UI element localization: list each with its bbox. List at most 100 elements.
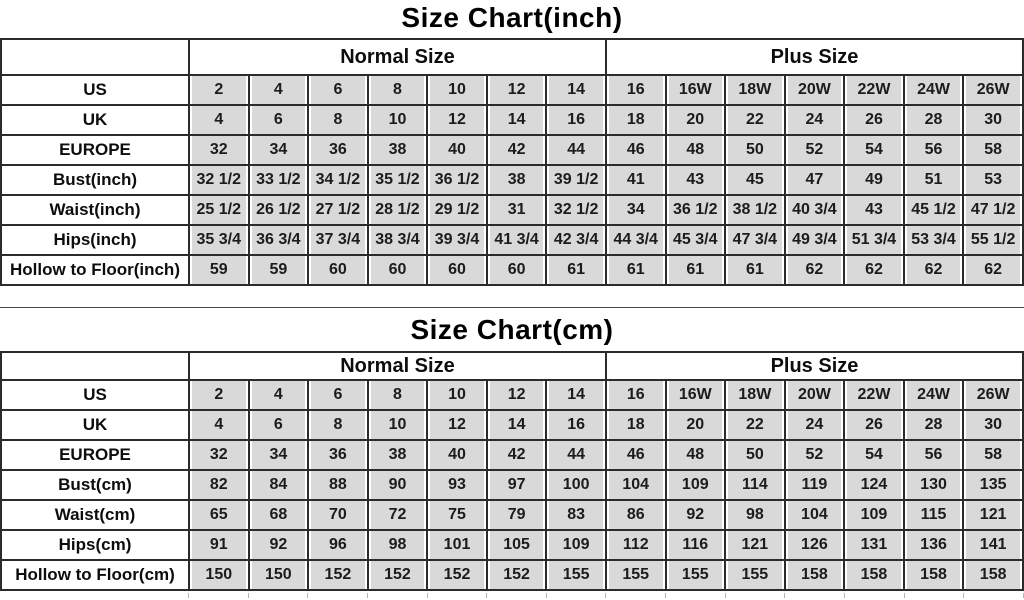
size-cell: 59 [188,254,250,286]
group-header-row: Normal Size Plus Size [0,38,1024,76]
size-cell: 2 [188,379,250,411]
size-cell: 20 [664,104,727,136]
size-cell: 65 [188,499,250,531]
size-cell: 32 [188,134,250,166]
size-cell: 54 [843,134,905,166]
size-cell: 12 [426,409,488,441]
chart-title-inch: Size Chart(inch) [401,2,623,33]
size-cell: 14 [485,409,548,441]
size-cell: 26W [962,379,1024,411]
size-cell: 155 [724,559,786,591]
size-cell: 27 1/2 [307,194,369,226]
size-cell: 86 [604,499,667,531]
size-cell: 16 [604,379,667,411]
size-cell: 121 [962,499,1024,531]
row-label: US [0,74,190,106]
size-chart-inch-section: Size Chart(inch) Normal Size Plus Size US 2… [0,0,1024,286]
size-cell: 48 [664,134,727,166]
size-cell: 46 [604,439,667,471]
row-label: US [0,379,190,411]
table-row: Hollow to Floor(cm) 150 150 152 152 152 152 155… [0,559,1024,591]
size-cell: 31 [485,194,548,226]
size-cell: 4 [188,409,250,441]
size-cell: 10 [426,379,488,411]
row-label: Waist(inch) [0,194,190,226]
size-cell: 4 [247,74,310,106]
column-line-stub [666,593,726,598]
size-cell: 20W [783,379,846,411]
table-row: US 2 4 6 8 10 12 14 16 16W 18W 20W 22W 24W 26W [0,379,1024,411]
size-cell: 60 [307,254,369,286]
size-cell: 98 [724,499,786,531]
row-label: Bust(cm) [0,469,190,501]
size-cell: 6 [307,74,369,106]
size-cell: 50 [724,134,786,166]
size-cell: 51 [902,164,965,196]
size-cell: 32 [188,439,250,471]
size-cell: 79 [485,499,548,531]
column-line-stub [308,593,368,598]
size-cell: 6 [247,409,310,441]
size-cell: 41 [604,164,667,196]
column-group-plus-size: Plus Size [604,38,1024,76]
size-cell: 38 [366,439,429,471]
size-cell: 152 [307,559,369,591]
size-cell: 20 [664,409,727,441]
size-cell: 112 [604,529,667,561]
size-cell: 26 [843,104,905,136]
size-cell: 12 [426,104,488,136]
size-cell: 158 [902,559,965,591]
row-label: Hollow to Floor(inch) [0,254,190,286]
size-cell: 30 [962,409,1024,441]
size-cell: 28 [902,409,965,441]
size-cell: 10 [366,104,429,136]
size-cell: 16 [545,409,607,441]
size-cell: 62 [843,254,905,286]
table-row: UK 4 6 8 10 12 14 16 18 20 22 24 26 28 30 [0,104,1024,136]
table-row: EUROPE 32 34 36 38 40 42 44 46 48 50 52 54 56 58 [0,134,1024,166]
size-cell: 60 [366,254,429,286]
size-cell: 28 1/2 [366,194,429,226]
size-cell: 48 [664,439,727,471]
size-cell: 92 [247,529,310,561]
size-cell: 16W [664,74,727,106]
size-cell: 88 [307,469,369,501]
size-cell: 40 [426,134,488,166]
size-cell: 131 [843,529,905,561]
size-cell: 4 [247,379,310,411]
size-cell: 150 [188,559,250,591]
size-cell: 72 [366,499,429,531]
size-cell: 82 [188,469,250,501]
size-cell: 6 [307,379,369,411]
size-cell: 126 [783,529,846,561]
size-cell: 14 [545,379,607,411]
column-line-stub [606,593,667,598]
size-cell: 26 1/2 [247,194,310,226]
table-row: EUROPE 32 34 36 38 40 42 44 46 48 50 52 54 56 58 [0,439,1024,471]
size-cell: 150 [247,559,310,591]
size-cell: 34 1/2 [307,164,369,196]
size-cell: 36 [307,134,369,166]
size-cell: 45 3/4 [664,224,727,256]
size-cell: 115 [902,499,965,531]
size-cell: 60 [426,254,488,286]
size-cell: 56 [902,134,965,166]
size-cell: 101 [426,529,488,561]
size-cell: 2 [188,74,250,106]
size-cell: 38 [485,164,548,196]
size-cell: 44 3/4 [604,224,667,256]
size-cell: 46 [604,134,667,166]
size-cell: 50 [724,439,786,471]
column-line-stub [487,593,547,598]
size-cell: 18W [724,74,786,106]
size-cell: 155 [664,559,727,591]
size-cell: 22 [724,409,786,441]
size-cell: 158 [962,559,1024,591]
table-row: Waist(inch) 25 1/2 26 1/2 27 1/2 28 1/2 29 1/… [0,194,1024,226]
size-cell: 40 [426,439,488,471]
row-label: Waist(cm) [0,499,190,531]
size-cell: 119 [783,469,846,501]
cropped-row-stubs [188,593,1024,598]
size-cell: 36 [307,439,369,471]
